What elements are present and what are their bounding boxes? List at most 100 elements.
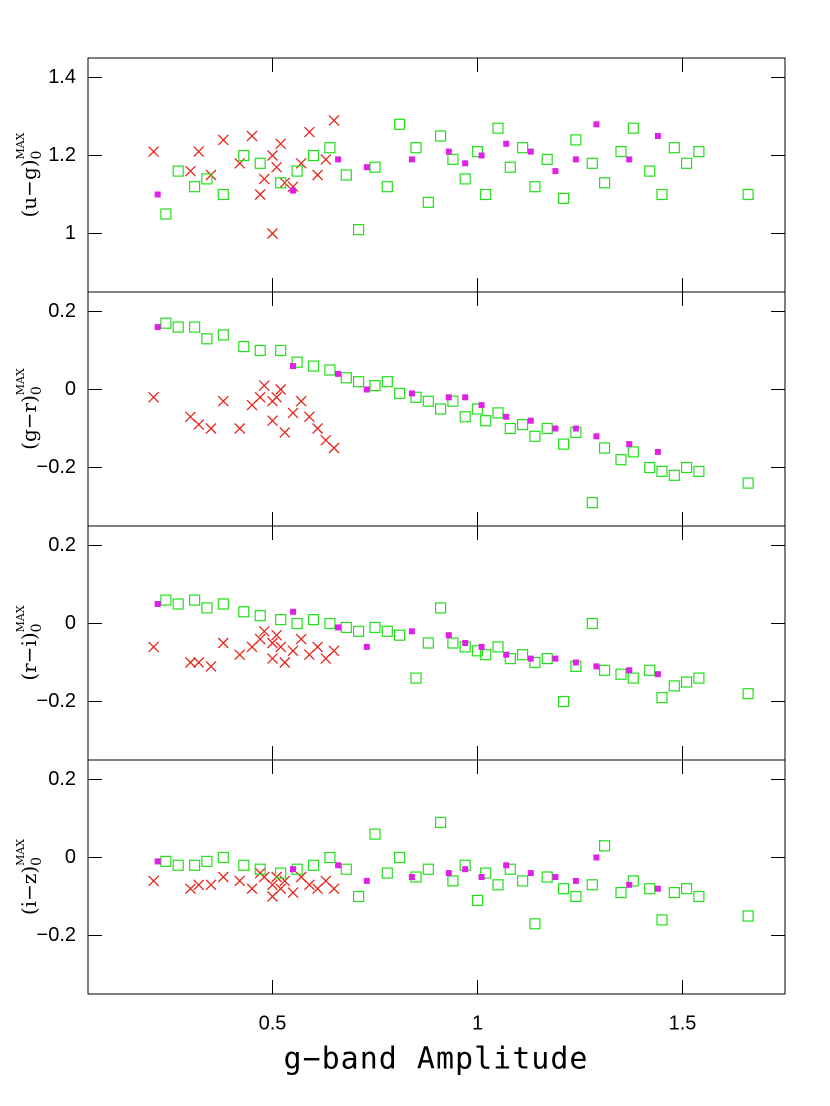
point-open-square [570,134,582,146]
point-cross [267,150,278,161]
point-open-square [742,477,754,489]
point-open-square [529,181,541,193]
point-open-square [201,173,213,185]
point-filled-square [408,390,415,397]
point-open-square [410,672,422,684]
point-cross [234,423,246,434]
point-open-square [353,890,365,903]
point-open-square [435,816,447,829]
point-cross [185,657,196,668]
point-open-square [668,680,680,692]
point-open-square [459,411,471,423]
point-open-square [492,122,504,134]
point-open-square [627,875,639,887]
point-open-square [615,454,627,466]
point-open-square [693,465,705,477]
y-label-sub: 0 [29,857,45,866]
point-open-square [516,419,529,431]
point-filled-square [552,425,559,432]
point-open-square [693,672,705,684]
point-open-square [586,497,598,509]
point-filled-square [527,417,534,424]
point-open-square [381,181,393,193]
point-cross [148,875,160,887]
point-cross [271,871,283,883]
point-cross [258,173,270,185]
point-open-square [504,863,516,875]
point-open-square [656,914,668,926]
point-filled-square [527,655,534,662]
point-open-square [480,415,492,427]
point-filled-square [478,874,485,880]
point-open-square [217,188,229,201]
point-open-square [471,645,484,657]
point-cross [205,423,217,434]
point-open-square [254,344,266,357]
point-open-square [291,165,303,177]
point-filled-square [503,413,510,420]
point-cross [258,380,270,392]
point-open-square [324,364,336,376]
point-cross [312,169,324,181]
point-open-square [307,859,320,871]
y-label-sup: MAX [14,368,27,395]
point-open-square [668,142,680,154]
point-open-square [570,890,582,903]
point-open-square [598,840,611,852]
point-filled-square [654,671,661,678]
point-cross [185,165,196,177]
point-open-square [504,652,516,665]
point-cross [254,189,266,200]
point-filled-square [626,667,633,674]
point-open-square [447,875,459,887]
point-cross [295,633,307,645]
point-cross [275,883,287,895]
point-cross [328,883,340,895]
point-open-square [504,422,516,435]
y-label-sup: MAX [14,605,27,632]
point-open-square [394,387,406,399]
point-cross [205,660,217,672]
point-open-square [324,851,336,864]
point-open-square [435,602,447,614]
point-open-square [189,594,201,606]
point-open-square [172,165,184,177]
point-open-square [422,637,434,649]
point-open-square [369,828,381,840]
x-tick-label: 0.5 [259,1012,287,1034]
point-open-square [307,613,320,626]
point-cross [148,641,160,653]
point-filled-square [552,655,559,662]
y-tick-label: 1.2 [48,144,76,166]
point-cross [217,395,229,407]
point-cross [217,637,229,649]
point-cross [234,649,246,661]
point-open-square [217,598,229,610]
point-open-square [381,625,393,637]
point-filled-square [462,160,469,167]
point-filled-square [445,632,452,639]
point-open-square [369,621,381,634]
y-label-text: (r−i) [17,632,41,680]
y-label-text: (u−g) [17,159,41,217]
point-open-square [201,855,213,868]
point-open-square [422,863,434,875]
point-filled-square [445,394,452,401]
point-filled-square [290,187,296,194]
point-open-square [480,649,492,661]
point-filled-square [290,608,296,615]
point-open-square [353,625,365,637]
y-tick-label: 1 [65,222,76,244]
y-label-sub: 0 [29,623,45,632]
point-open-square [541,871,553,883]
point-open-square [435,130,447,142]
point-open-square [275,867,287,879]
point-open-square [160,208,172,220]
point-filled-square [408,874,415,880]
point-open-square [668,469,680,481]
point-open-square [275,613,287,626]
point-open-square [238,149,250,162]
point-open-square [353,224,365,236]
point-open-square [160,317,172,329]
